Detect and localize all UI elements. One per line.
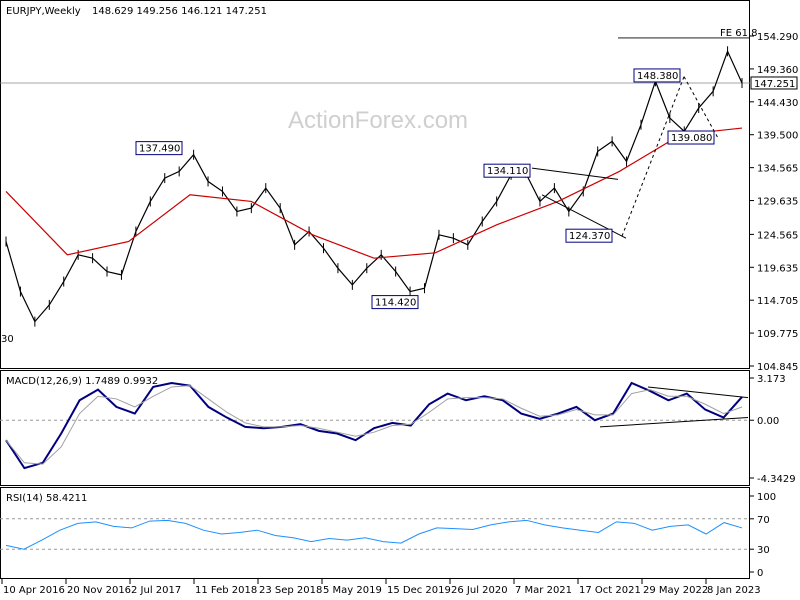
price-axis-label: 149.360	[757, 65, 798, 76]
price-axis-label: 114.705	[757, 296, 798, 307]
annotation-label: 139.080	[671, 133, 712, 144]
macd-trend-upper	[647, 386, 749, 399]
price-axis-label: 144.430	[757, 98, 798, 109]
macd-axis-label: 3.173	[757, 374, 786, 385]
left-edge-label: 30	[1, 334, 14, 345]
rsi-layer: 100 70 30 0	[0, 492, 776, 579]
price-axis-label: 139.500	[757, 131, 798, 142]
annotation-label: 114.420	[375, 298, 416, 309]
price-panel-frame	[0, 0, 750, 369]
rsi-panel-frame	[0, 487, 750, 579]
x-axis: 10 Apr 2016 20 Nov 2016 2 Jul 2017 11 Feb 2…	[1, 579, 761, 596]
price-axis: 154.290 149.360 144.430 139.500 134.565 129.6…	[750, 32, 798, 373]
annotation-label: 134.110	[487, 166, 528, 177]
trend-line-dashed-up	[621, 76, 685, 237]
price-series-line	[5, 49, 743, 323]
annotation-box	[371, 295, 419, 310]
x-axis-label: 15 Dec 2019	[387, 585, 451, 596]
rsi-axis-label: 0	[757, 568, 763, 579]
macd-panel-frame	[0, 370, 750, 486]
current-price-value: 147.251	[754, 79, 795, 90]
trend-line-upper	[531, 167, 619, 180]
price-axis-label: 119.635	[757, 263, 798, 274]
rsi-axis-label: 100	[757, 492, 776, 503]
fe-level-label: FE 61.8	[720, 28, 758, 39]
x-axis-label: 29 May 2022	[643, 585, 708, 596]
moving-average-line	[5, 127, 743, 259]
macd-signal-line	[5, 385, 743, 465]
price-axis-label: 129.635	[757, 197, 798, 208]
trend-line-dashed-down	[683, 76, 719, 139]
current-price-tag	[750, 76, 798, 90]
rsi-title: RSI(14) 58.4211	[6, 493, 87, 504]
annotation-box	[135, 141, 183, 156]
annotation-label: 124.370	[569, 231, 610, 242]
x-axis-label: 23 Sep 2018	[259, 585, 322, 596]
annotation-box	[483, 163, 531, 178]
price-axis-label: 124.565	[757, 230, 798, 241]
x-axis-label: 5 May 2019	[323, 585, 382, 596]
annotation-label: 137.490	[139, 144, 180, 155]
x-axis-label: 2 Jul 2017	[131, 585, 181, 596]
price-annotations: 137.490 114.420 134.110 124.370 148.380 139.0…	[135, 68, 715, 310]
annotation-box	[565, 228, 613, 243]
rsi-axis-label: 30	[757, 545, 770, 556]
x-axis-label: 17 Oct 2021	[579, 585, 641, 596]
rsi-axis-label: 70	[757, 515, 770, 526]
price-axis-label: 104.845	[757, 362, 798, 373]
price-axis-label: 154.290	[757, 32, 798, 43]
rsi-line	[5, 519, 743, 550]
x-axis-label: 20 Nov 2016	[67, 585, 131, 596]
price-axis-label: 134.565	[757, 164, 798, 175]
x-axis-label: 11 Feb 2018	[195, 585, 257, 596]
macd-title: MACD(12,26,9) 1.7489 0.9932	[6, 376, 158, 387]
annotation-box	[667, 130, 715, 145]
macd-axis-label: 0.00	[757, 416, 779, 427]
watermark: ActionForex.com	[288, 107, 468, 134]
macd-layer: 3.173 0.00 -4.3429	[0, 374, 796, 485]
x-axis-label: 26 Jul 2020	[451, 585, 508, 596]
macd-axis-label: -4.3429	[757, 474, 796, 485]
annotation-box	[633, 68, 681, 83]
macd-line	[5, 381, 743, 470]
trend-lines	[531, 76, 719, 239]
x-axis-label: 10 Apr 2016	[3, 585, 65, 596]
chart-symbol: EURJPY,Weekly	[6, 6, 81, 17]
chart-ohlc: 148.629 149.256 146.121 147.251	[92, 6, 267, 17]
price-series-layer	[5, 46, 743, 327]
price-grid	[0, 37, 750, 84]
annotation-label: 148.380	[637, 71, 678, 82]
x-axis-label: 8 Jan 2023	[707, 585, 761, 596]
price-axis-label: 109.775	[757, 329, 798, 340]
x-axis-label: 7 Mar 2021	[515, 585, 572, 596]
macd-trend-lower	[599, 417, 749, 428]
